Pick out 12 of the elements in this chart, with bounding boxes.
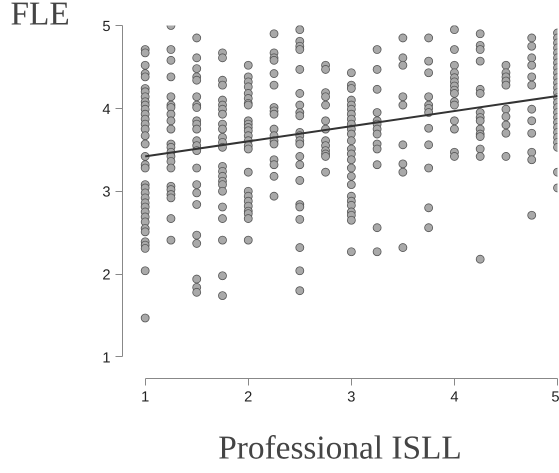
y-tick-label: 1 — [102, 350, 111, 366]
x-tick-label: 5 — [551, 390, 559, 406]
y-tick-label: 2 — [102, 268, 111, 284]
x-tick-label: 4 — [450, 390, 458, 406]
y-tick-label: 3 — [102, 184, 111, 201]
x-tick-label: 2 — [244, 390, 252, 406]
y-tick-label: 5 — [102, 19, 111, 35]
x-tick-label: 1 — [141, 390, 150, 406]
x-tick-label: 3 — [347, 390, 356, 406]
x-axis-title: Professional ISLL — [218, 430, 462, 466]
y-tick-label: 4 — [102, 102, 111, 118]
y-axis-title: FLE — [10, 0, 70, 32]
